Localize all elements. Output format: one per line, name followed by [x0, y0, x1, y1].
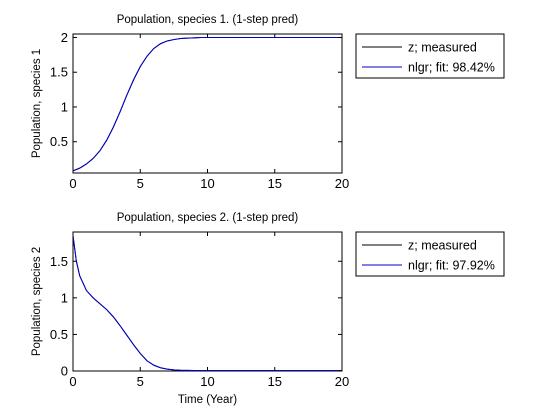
- legend-label: nlgr; fit: 98.42%: [408, 61, 495, 75]
- x-tick-label: 20: [335, 176, 349, 191]
- legend-label: z; measured: [408, 41, 477, 55]
- x-tick-label: 10: [200, 176, 214, 191]
- x-tick-label: 10: [200, 374, 214, 389]
- x-tick-label: 15: [268, 176, 282, 191]
- x-tick-label: 5: [137, 374, 144, 389]
- series-line-nlgr: [73, 235, 342, 371]
- subplot-1: 0 5 10 15 20 0.5 1 1.5 2 Population, species 1. (…: [31, 14, 505, 191]
- chart-title: Population, species 1. (1-step pred): [117, 14, 299, 26]
- subplot-2: 0 5 10 15 20 0 0.5 1 1.5 Population, species 2. (…: [31, 212, 505, 406]
- y-tick-label: 1.5: [50, 65, 68, 80]
- legend-box: [355, 231, 505, 277]
- y-tick-label: 1.5: [50, 254, 68, 269]
- plot-area: [72, 231, 343, 372]
- x-axis-label: Time (Year): [178, 394, 237, 406]
- legend-box: [355, 33, 505, 79]
- y-tick-label: 0: [61, 364, 68, 379]
- y-axis-label: Population, species 1: [31, 49, 43, 158]
- y-tick-label: 2: [61, 30, 68, 45]
- x-tick-label: 0: [69, 374, 76, 389]
- x-tick-label: 15: [268, 374, 282, 389]
- y-tick-label: 1: [61, 290, 68, 305]
- y-tick-label: 0.5: [50, 327, 68, 342]
- y-axis-label: Population, species 2: [31, 247, 43, 356]
- legend-label: nlgr; fit: 97.92%: [408, 259, 495, 273]
- legend: z; measured nlgr; fit: 98.42%: [355, 33, 505, 79]
- x-tick-label: 5: [137, 176, 144, 191]
- x-tick-label: 20: [335, 374, 349, 389]
- y-tick-label: 1: [61, 99, 68, 114]
- legend-label: z; measured: [408, 239, 477, 253]
- x-tick-label: 0: [69, 176, 76, 191]
- plot-area: [72, 33, 343, 174]
- chart-title: Population, species 2. (1-step pred): [117, 212, 299, 224]
- y-tick-label: 0.5: [50, 134, 68, 149]
- legend: z; measured nlgr; fit: 97.92%: [355, 231, 505, 277]
